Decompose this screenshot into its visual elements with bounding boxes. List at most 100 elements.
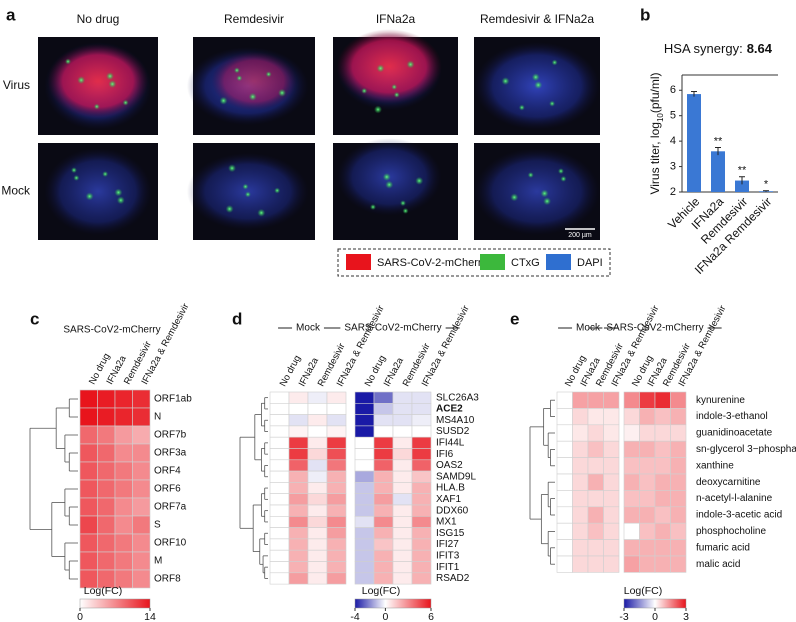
heatmap-cell [114,443,133,463]
row-label: IFI6 [436,449,454,460]
row-label: IFI27 [436,539,459,550]
heatmap-cell [556,539,573,557]
row-label: N [154,412,161,423]
heatmap-cell [288,459,309,472]
legend-swatch [546,254,571,270]
heatmap-cell [132,461,151,481]
ctxg-stain [551,59,558,66]
heatmap-cell [670,424,687,442]
heatmap-cell [354,493,375,506]
heatmap-cell [288,561,309,574]
heatmap-cell [623,539,640,557]
ctxg-stain [265,71,272,78]
heatmap-cell [326,527,347,540]
row-label: HLA.B [436,483,465,494]
heatmap-cell [373,436,394,449]
row-label: XAF1 [436,494,461,505]
heatmap-cell [79,389,98,409]
heatmap-cell [97,515,116,535]
heatmap-cell [326,538,347,551]
y-tick-label: 2 [670,186,676,198]
heatmap-cell [603,424,620,442]
ctxg-stain [77,76,86,85]
column-title: Remdesivir & IFNa2a [480,12,594,26]
ctxg-stain [85,192,94,201]
heatmap-cell [326,482,347,494]
colorbar [623,598,687,609]
dapi-stain [44,147,152,236]
heatmap-cell [307,504,328,517]
heatmap-cell [654,522,671,540]
legend-label: CTxG [511,257,540,269]
colorbar-tick-label: 0 [77,611,83,622]
heatmap-cell [572,391,589,409]
ctxg-stain [73,174,80,181]
panel-label: d [232,309,242,328]
heatmap-cell [587,522,604,540]
heatmap-cell [670,506,687,524]
row-label: ORF7b [154,430,187,441]
heatmap-cell [654,440,671,458]
heatmap-cell [411,414,432,427]
ctxg-stain [374,105,382,114]
heatmap-cell [623,490,640,508]
heatmap-cell [373,459,394,472]
heatmap-cell [623,391,640,409]
heatmap-cell [307,561,328,574]
heatmap-cell [572,555,589,573]
heatmap-cell [354,572,375,585]
micrograph [186,143,315,240]
heatmap-cell [670,522,687,540]
heatmap-cell [392,538,413,551]
heatmap-cell [269,493,290,506]
heatmap-cell [373,493,394,506]
row-label: ORF1ab [154,394,192,405]
heatmap-cell [572,490,589,508]
heatmap-cell [670,408,687,426]
row-label: ORF6 [154,484,181,495]
row-title: Mock [1,184,31,198]
row-label: S [154,520,161,531]
heatmap-cell [326,436,347,449]
ctxg-stain [102,171,109,178]
heatmap-cell [326,425,347,438]
heatmap-cell [354,459,375,472]
heatmap-cell [392,515,413,528]
heatmap-cell [603,490,620,508]
panel-label: a [6,5,16,24]
heatmap-cell [639,440,656,458]
heatmap-cell [556,473,573,491]
row-label: IFI44L [436,437,465,448]
heatmap-cell [411,504,432,517]
heatmap-cell [392,470,413,483]
heatmap-cell [603,506,620,524]
heatmap-cell [654,424,671,442]
heatmap-cell [288,448,309,461]
row-label: guanidinoacetate [696,428,773,439]
heatmap-cell [97,407,116,427]
heatmap-cell [97,533,116,553]
heatmap-cell [373,402,394,415]
row-label: DDX60 [436,505,469,516]
heatmap-cell [392,391,413,404]
heatmap-cell [288,504,309,517]
ctxg-stain [108,80,117,89]
heatmap-cell [392,482,413,494]
heatmap-cell [556,440,573,458]
heatmap-cell [654,457,671,475]
row-label: ACE2 [436,404,463,415]
heatmap-cell [326,391,347,404]
heatmap-cell [288,549,309,562]
y-label-part: (pfu/ml) [648,72,662,113]
heatmap-cell [587,490,604,508]
y-tick-label: 3 [670,160,676,172]
colorbar-tick-label: 14 [144,611,156,622]
heatmap-cell [288,515,309,528]
heatmap-cell [132,497,151,517]
ctxg-stain [248,92,257,101]
row-label: SUSD2 [436,426,470,437]
heatmap-cell [307,402,328,415]
heatmap-cell [114,461,133,481]
heatmap-cell [411,436,432,449]
